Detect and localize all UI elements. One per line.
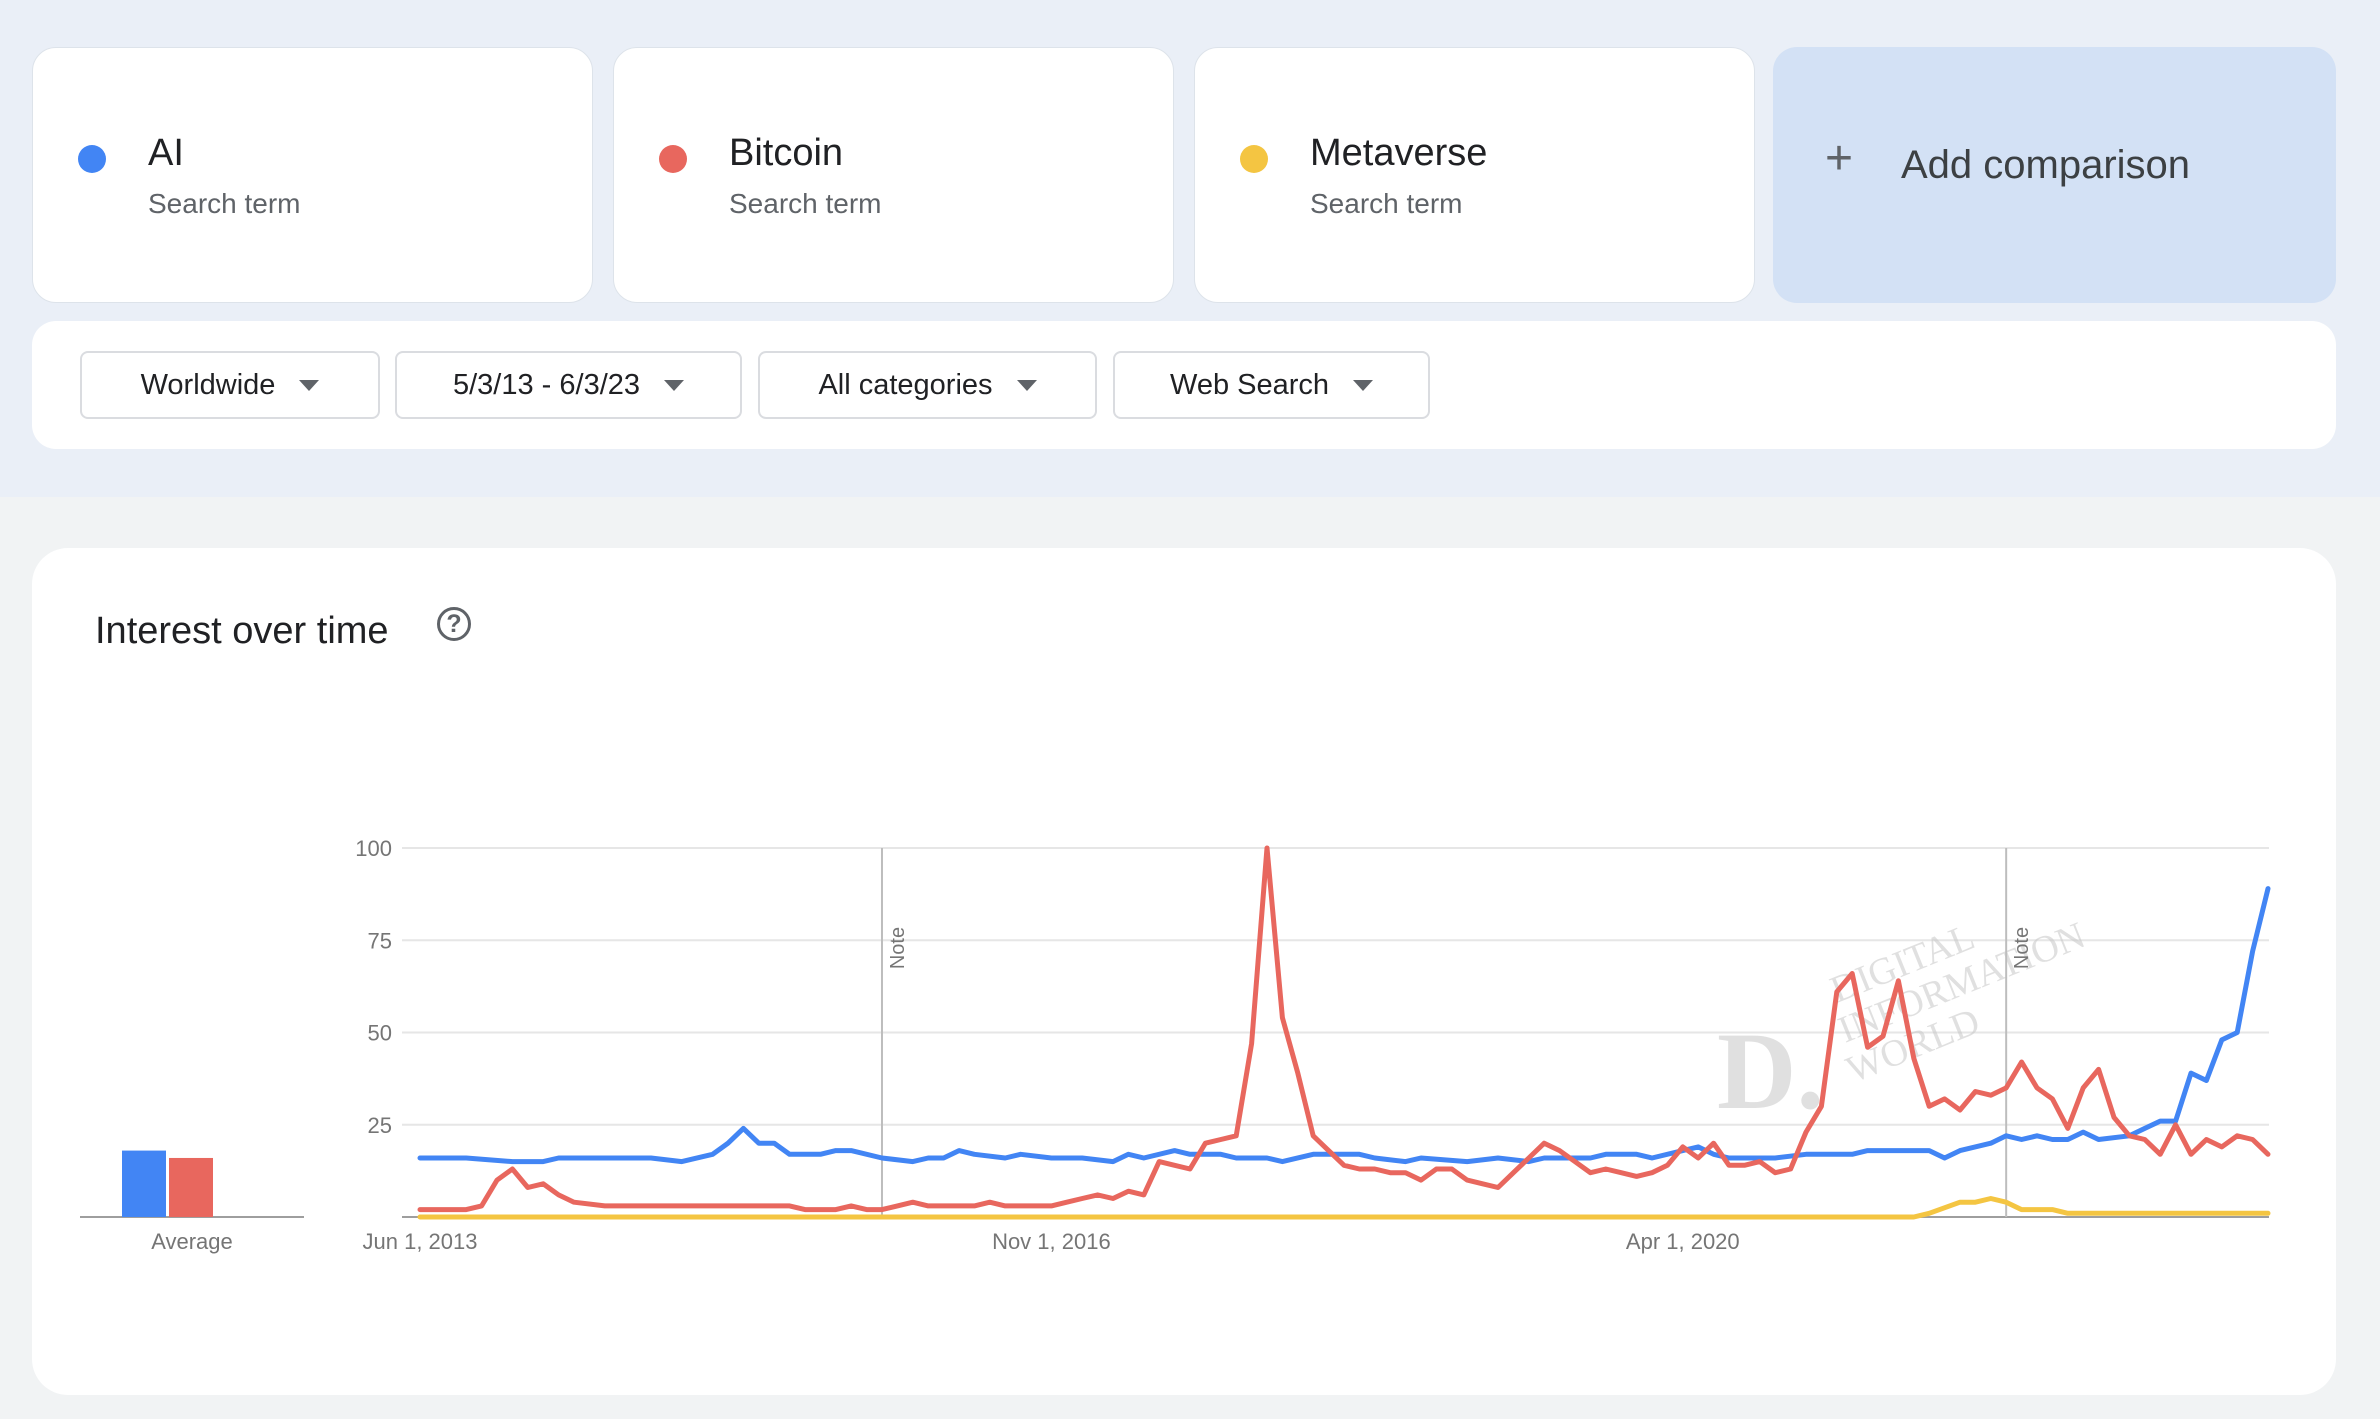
add-comparison-button[interactable]: + Add comparison — [1773, 47, 2336, 303]
average-label: Average — [151, 1229, 233, 1254]
term-type: Search term — [729, 188, 882, 219]
y-tick-label: 50 — [368, 1021, 392, 1046]
series-line-bitcoin[interactable] — [417, 845, 2271, 1213]
region-filter-label: Worldwide — [140, 368, 276, 401]
x-tick-label: Jun 1, 2013 — [363, 1229, 478, 1254]
category-filter-label: All categories — [818, 368, 993, 401]
term-card-metaverse[interactable]: Metaverse Search term — [1194, 47, 1755, 303]
chart-grid: 25 50 75 100 — [355, 836, 2269, 1218]
caret-down-icon — [664, 379, 685, 391]
series-dot-icon — [659, 145, 687, 173]
x-tick-label: Nov 1, 2016 — [992, 1229, 1111, 1254]
average-bars: Average — [80, 1150, 304, 1254]
series-dot-icon — [78, 145, 106, 173]
y-tick-label: 75 — [368, 928, 392, 953]
series-lines — [417, 845, 2271, 1220]
series-line-metaverse[interactable] — [417, 1196, 2271, 1220]
series-line-ai[interactable] — [417, 886, 2271, 1165]
plus-icon: + — [1825, 132, 1854, 185]
term-type: Search term — [1310, 188, 1463, 219]
interest-over-time-card: Interest over time ? 25 50 75 100 D. DIGITAL… — [32, 548, 2336, 1395]
add-comparison-label: Add comparison — [1901, 143, 2191, 187]
chart-title: Interest over time — [95, 610, 389, 652]
term-card-bitcoin[interactable]: Bitcoin Search term — [613, 47, 1174, 303]
term-type: Search term — [148, 188, 301, 219]
search-type-filter[interactable]: Web Search — [1113, 351, 1430, 419]
caret-down-icon — [1353, 379, 1374, 391]
caret-down-icon — [1016, 379, 1037, 391]
y-tick-label: 25 — [368, 1113, 392, 1138]
term-name: Bitcoin — [729, 132, 844, 174]
series-dot-icon — [1240, 145, 1268, 173]
term-name: Metaverse — [1310, 132, 1488, 174]
help-circle-icon[interactable]: ? — [437, 607, 471, 641]
watermark-logo: D. — [1717, 1010, 1824, 1132]
y-tick-label: 100 — [355, 836, 392, 861]
average-bar[interactable] — [122, 1150, 166, 1217]
x-tick-label: Apr 1, 2020 — [1626, 1229, 1740, 1254]
category-filter[interactable]: All categories — [758, 351, 1097, 419]
caret-down-icon — [299, 379, 320, 391]
region-filter[interactable]: Worldwide — [80, 351, 380, 419]
note-marker-label[interactable]: Note — [2011, 927, 2033, 969]
term-name: AI — [148, 132, 184, 174]
search-type-filter-label: Web Search — [1169, 368, 1330, 401]
filter-bar: Worldwide 5/3/13 - 6/3/23 All categories… — [32, 321, 2336, 449]
date-range-filter[interactable]: 5/3/13 - 6/3/23 — [395, 351, 742, 419]
date-range-filter-label: 5/3/13 - 6/3/23 — [452, 368, 641, 401]
average-bar[interactable] — [169, 1157, 213, 1217]
note-marker-label[interactable]: Note — [887, 927, 909, 969]
term-card-ai[interactable]: AI Search term — [32, 47, 593, 303]
x-axis-labels: Jun 1, 2013 Nov 1, 2016 Apr 1, 2020 — [363, 1229, 1740, 1254]
